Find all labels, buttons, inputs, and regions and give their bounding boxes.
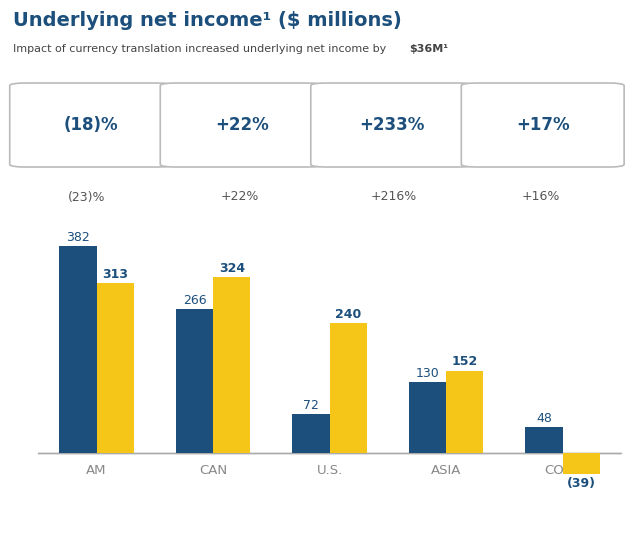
FancyBboxPatch shape bbox=[311, 83, 474, 167]
Text: (39): (39) bbox=[566, 477, 596, 490]
Text: +216%: +216% bbox=[371, 190, 417, 203]
Bar bbox=[176, 309, 213, 453]
Bar bbox=[563, 453, 600, 474]
Text: 130: 130 bbox=[415, 367, 439, 380]
Bar bbox=[60, 246, 97, 453]
Text: (23)%: (23)% bbox=[68, 190, 105, 203]
Text: +16%: +16% bbox=[522, 190, 560, 203]
Bar bbox=[292, 414, 330, 453]
Bar bbox=[213, 278, 250, 453]
Text: $36M¹: $36M¹ bbox=[409, 44, 448, 54]
Text: 240: 240 bbox=[335, 308, 362, 321]
Text: (18)%: (18)% bbox=[64, 116, 118, 134]
FancyBboxPatch shape bbox=[160, 83, 323, 167]
Bar bbox=[525, 427, 563, 453]
Bar bbox=[330, 323, 367, 453]
Text: 72: 72 bbox=[303, 399, 319, 412]
Text: 324: 324 bbox=[219, 262, 245, 275]
Bar bbox=[97, 283, 134, 453]
Text: +233%: +233% bbox=[360, 116, 425, 134]
Text: 152: 152 bbox=[452, 355, 478, 368]
Text: +22%: +22% bbox=[221, 190, 259, 203]
Text: 266: 266 bbox=[182, 294, 206, 307]
Text: 382: 382 bbox=[66, 231, 90, 244]
Text: 48: 48 bbox=[536, 412, 552, 425]
Text: 313: 313 bbox=[102, 268, 128, 281]
Text: Underlying net income¹ ($ millions): Underlying net income¹ ($ millions) bbox=[13, 11, 401, 30]
Text: Impact of currency translation increased underlying net income by: Impact of currency translation increased… bbox=[13, 44, 390, 54]
Bar bbox=[409, 382, 446, 453]
FancyBboxPatch shape bbox=[461, 83, 624, 167]
Text: +22%: +22% bbox=[215, 116, 269, 134]
Text: +17%: +17% bbox=[516, 116, 570, 134]
Bar bbox=[446, 371, 483, 453]
FancyBboxPatch shape bbox=[10, 83, 173, 167]
